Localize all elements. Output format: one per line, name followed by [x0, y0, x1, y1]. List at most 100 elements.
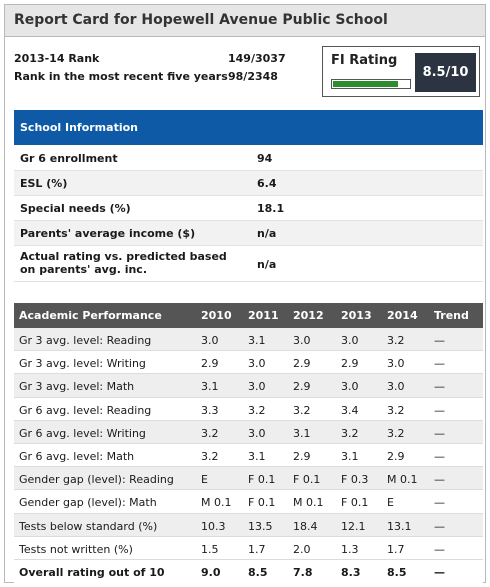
table-cell: 3.1 — [341, 449, 359, 463]
table-cell: 3.0 — [248, 426, 266, 440]
table-row: Gr 6 avg. level: Math 3.2 3.1 2.9 3.1 2.9 — — [14, 444, 483, 468]
row-label: Gr 6 avg. level: Math — [19, 449, 135, 463]
table-cell: 3.0 — [341, 334, 359, 347]
info-value: 94 — [257, 152, 273, 165]
table-cell: 3.4 — [341, 403, 359, 417]
table-cell: F 0.1 — [248, 496, 276, 510]
column-header: 2011 — [248, 309, 279, 322]
academic-header-row: Academic Performance 2010 2011 2012 2013 2014… — [14, 303, 483, 328]
table-cell: 3.2 — [293, 403, 311, 417]
table-cell: 2.9 — [341, 357, 359, 371]
table-cell: 13.5 — [248, 519, 273, 533]
table-cell: 2.0 — [293, 542, 311, 556]
row-label: Gr 3 avg. level: Writing — [19, 357, 146, 371]
table-cell: 18.4 — [293, 519, 318, 533]
overall-rating-row: Overall rating out of 10 9.0 8.5 7.8 8.3 8.5 — — [14, 559, 483, 584]
table-cell: — — [434, 426, 445, 440]
table-cell: 3.2 — [201, 449, 219, 463]
table-cell: M 0.1 — [293, 496, 324, 510]
table-cell: — — [434, 334, 445, 347]
table-row: Gr 6 avg. level: Writing 3.2 3.0 3.1 3.2 3.2 — — [14, 420, 483, 444]
table-cell: 1.3 — [341, 542, 359, 556]
rank-block: 2013-14 Rank 149/3037 Rank in the most r… — [14, 50, 304, 86]
column-header: 2012 — [293, 309, 324, 322]
info-row: Gr 6 enrollment 94 — [14, 146, 483, 171]
fi-rating-bar-fill — [333, 81, 398, 87]
row-label: Gr 6 avg. level: Reading — [19, 403, 152, 417]
table-cell: — — [434, 519, 445, 533]
row-label: Overall rating out of 10 — [19, 565, 165, 579]
table-row: Gender gap (level): Math M 0.1 F 0.1 M 0.1 F… — [14, 490, 483, 514]
table-cell: F 0.1 — [293, 473, 321, 487]
info-row: Parents' average income ($) n/a — [14, 221, 483, 246]
table-cell: 2.9 — [293, 449, 311, 463]
table-cell: 8.5 — [248, 565, 268, 579]
rank-row-current: 2013-14 Rank 149/3037 — [14, 50, 304, 68]
table-cell: 3.1 — [248, 449, 266, 463]
table-cell: 3.2 — [387, 426, 405, 440]
row-label: Gender gap (level): Reading — [19, 473, 174, 487]
table-cell: — — [434, 542, 445, 556]
info-value: 6.4 — [257, 177, 277, 190]
info-row: Actual rating vs. predicted based on par… — [14, 246, 483, 282]
table-row: Gr 3 avg. level: Reading 3.0 3.1 3.0 3.0 3.2 — — [14, 328, 483, 352]
table-cell: E — [201, 473, 208, 487]
table-cell: 3.1 — [248, 334, 266, 347]
academic-performance-table: Academic Performance 2010 2011 2012 2013 2014… — [14, 303, 483, 584]
table-cell: 3.0 — [248, 357, 266, 371]
row-label: Gr 3 avg. level: Reading — [19, 334, 152, 347]
table-row: Tests below standard (%) 10.3 13.5 18.4 12.1… — [14, 513, 483, 537]
info-value: n/a — [257, 258, 277, 271]
table-row: Tests not written (%) 1.5 1.7 2.0 1.3 1.7 — — [14, 537, 483, 560]
table-cell: 8.5 — [387, 565, 407, 579]
info-value: 18.1 — [257, 202, 285, 215]
table-row: Gender gap (level): Reading E F 0.1 F 0.1 F … — [14, 467, 483, 491]
table-cell: 1.7 — [248, 542, 266, 556]
school-info-header: School Information — [14, 110, 483, 145]
table-cell: — — [434, 565, 445, 579]
rank-row-five-years: Rank in the most recent five years 98/23… — [14, 68, 304, 86]
table-cell: 3.2 — [387, 334, 405, 347]
page-title: Report Card for Hopewell Avenue Public S… — [5, 5, 485, 37]
table-cell: 3.2 — [387, 403, 405, 417]
table-cell: 9.0 — [201, 565, 221, 579]
report-card: Report Card for Hopewell Avenue Public S… — [4, 4, 486, 584]
table-cell: F 0.3 — [341, 473, 369, 487]
row-label: Tests below standard (%) — [19, 519, 158, 533]
info-label: Gr 6 enrollment — [20, 152, 118, 165]
table-cell: 3.0 — [201, 334, 219, 347]
column-header: 2014 — [387, 309, 418, 322]
column-header: Academic Performance — [19, 309, 162, 322]
info-label: Parents' average income ($) — [20, 227, 196, 240]
table-cell: — — [434, 357, 445, 371]
table-cell: 3.0 — [293, 334, 311, 347]
table-row: Gr 6 avg. level: Reading 3.3 3.2 3.2 3.4 3.2 — — [14, 398, 483, 421]
column-header: 2013 — [341, 309, 372, 322]
rank-value: 149/3037 — [228, 52, 286, 65]
table-cell: — — [434, 380, 445, 394]
table-cell: 3.0 — [387, 357, 405, 371]
table-cell: 2.9 — [293, 380, 311, 394]
table-cell: 13.1 — [387, 519, 412, 533]
table-cell: 7.8 — [293, 565, 313, 579]
table-cell: E — [387, 496, 394, 510]
table-cell: 3.0 — [387, 380, 405, 394]
table-cell: — — [434, 496, 445, 510]
table-cell: M 0.1 — [201, 496, 232, 510]
row-label: Gender gap (level): Math — [19, 496, 157, 510]
info-label: ESL (%) — [20, 177, 68, 190]
table-cell: 3.3 — [201, 403, 219, 417]
table-cell: 3.0 — [248, 380, 266, 394]
row-label: Gr 6 avg. level: Writing — [19, 426, 146, 440]
table-cell: 3.2 — [341, 426, 359, 440]
table-cell: 3.1 — [293, 426, 311, 440]
info-label: Actual rating vs. predicted based on par… — [20, 250, 227, 276]
table-cell: — — [434, 473, 445, 487]
column-header: Trend — [434, 309, 469, 322]
row-label: Gr 3 avg. level: Math — [19, 380, 135, 394]
table-cell: 1.5 — [201, 542, 219, 556]
table-row: Gr 3 avg. level: Writing 2.9 3.0 2.9 2.9 3.0 — — [14, 351, 483, 375]
fi-rating-label: FI Rating — [331, 53, 398, 68]
info-label: Special needs (%) — [20, 202, 131, 215]
table-cell: 1.7 — [387, 542, 405, 556]
